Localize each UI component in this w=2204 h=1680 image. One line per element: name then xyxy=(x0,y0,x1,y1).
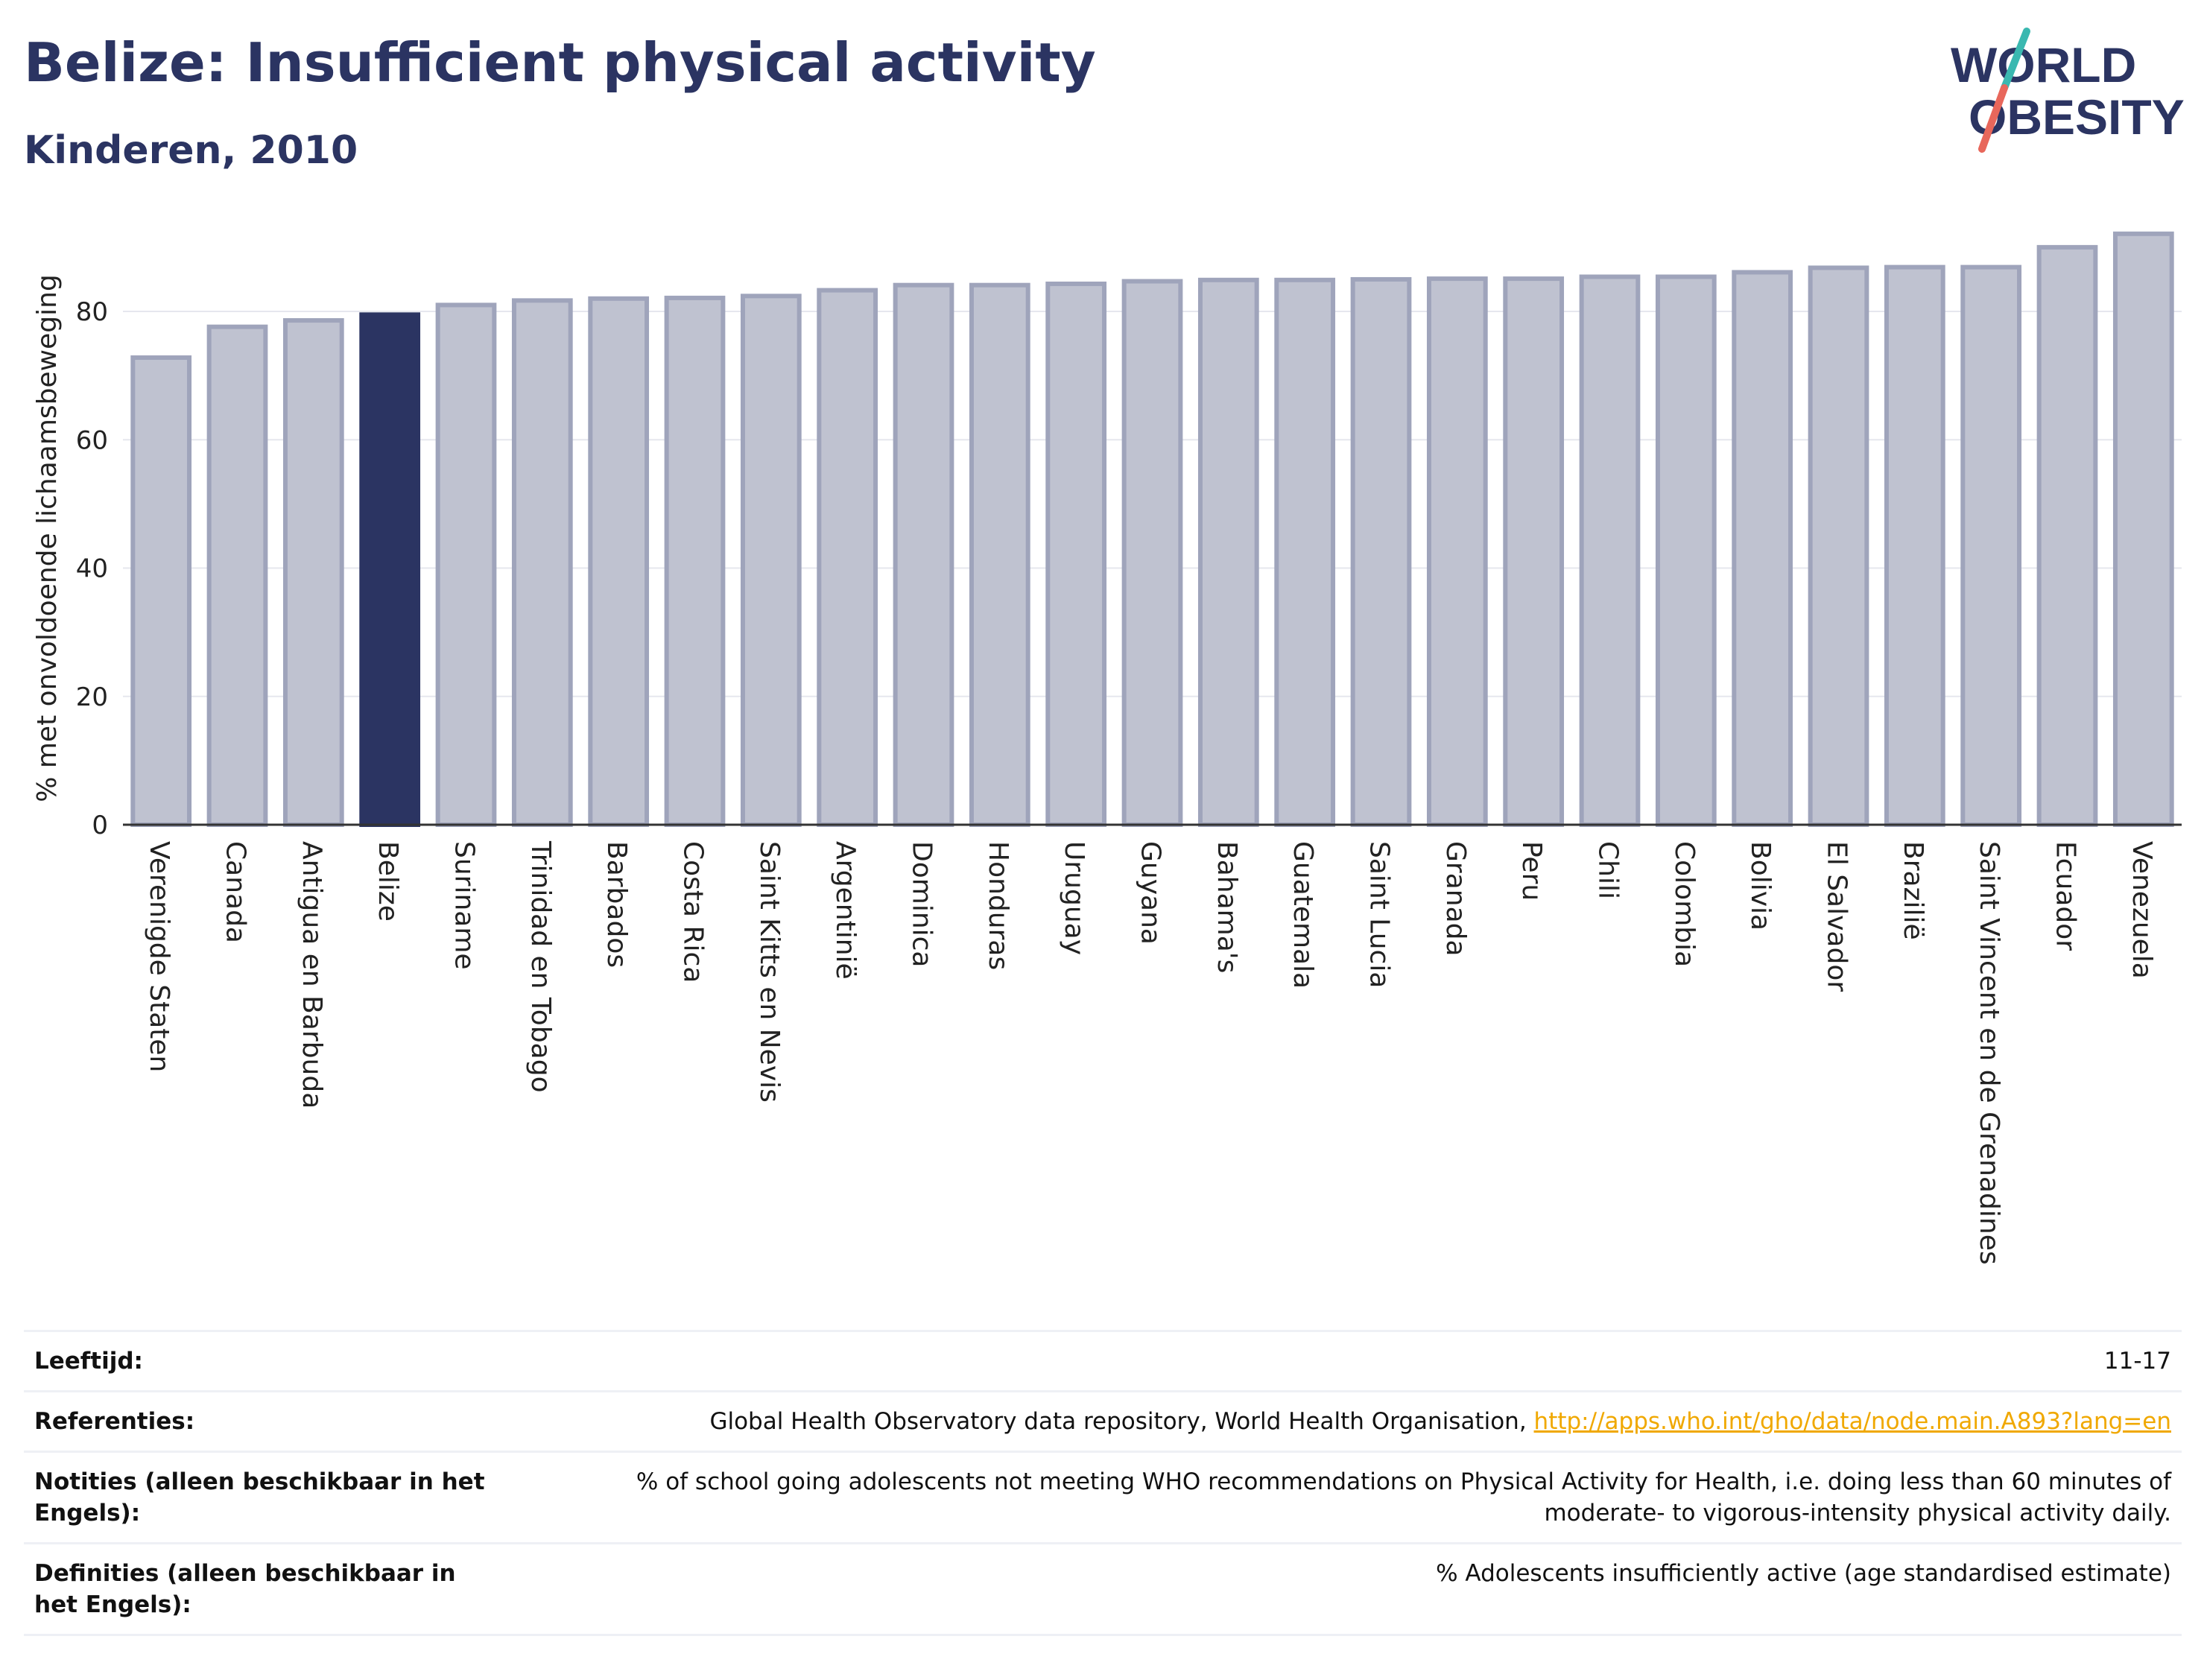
bar xyxy=(1197,277,1259,827)
x-tick-label: Suriname xyxy=(449,841,480,970)
y-tick-label: 0 xyxy=(92,811,108,840)
bar xyxy=(1350,276,1412,827)
bar xyxy=(511,298,573,827)
y-tick-label: 80 xyxy=(76,297,108,327)
y-tick-label: 40 xyxy=(76,554,108,584)
x-tick-label: Argentinië xyxy=(830,841,861,980)
bar-chart: 0 20 40 60 80 % met onvoldoende lichaamsbeweg… xyxy=(32,231,2182,1265)
meta-value: % of school going adolescents not meetin… xyxy=(507,1451,2182,1544)
meta-row-age: Leeftijd: 11-17 xyxy=(24,1330,2182,1392)
meta-key: Leeftijd: xyxy=(24,1330,507,1392)
meta-row-notes: Notities (alleen beschikbaar in het Enge… xyxy=(24,1451,2182,1544)
bar xyxy=(1655,274,1717,827)
x-tick-label: Colombia xyxy=(1669,841,1700,967)
reference-text: Global Health Observatory data repositor… xyxy=(709,1408,1534,1435)
reference-link[interactable]: http://apps.who.int/gho/data/node.main.A… xyxy=(1533,1408,2171,1435)
y-tick-label: 60 xyxy=(76,425,108,455)
y-tick-label: 20 xyxy=(76,682,108,712)
bar xyxy=(1121,279,1183,828)
meta-value: 11-17 xyxy=(507,1330,2182,1392)
bar-highlight xyxy=(359,312,421,827)
meta-row-definitions: Definities (alleen beschikbaar in het En… xyxy=(24,1542,2182,1636)
logo-line1: WORLD xyxy=(1951,37,2136,92)
bar xyxy=(282,318,344,827)
x-tick-label: Brazilië xyxy=(1898,841,1928,940)
meta-value: Global Health Observatory data repositor… xyxy=(507,1390,2182,1452)
meta-key: Notities (alleen beschikbaar in het Enge… xyxy=(24,1451,507,1544)
x-tick-label: Canada xyxy=(221,841,251,943)
x-tick-label: Guatemala xyxy=(1288,841,1318,989)
x-tick-label: Granada xyxy=(1440,841,1471,957)
chart-title: Belize: Insufficient physical activity xyxy=(24,31,1096,94)
chart-subtitle: Kinderen, 2010 xyxy=(24,128,358,173)
bar xyxy=(1503,276,1565,828)
x-tick-label: Trinidad en Tobago xyxy=(525,840,556,1093)
x-tick-label: Guyana xyxy=(1136,841,1166,945)
bar xyxy=(206,324,268,828)
bar xyxy=(969,282,1030,828)
x-tick-label: Costa Rica xyxy=(678,841,709,983)
logo-line2: OBESITY xyxy=(1969,89,2185,145)
bar xyxy=(893,282,954,828)
x-tick-label: Verenigde Staten xyxy=(144,841,174,1072)
bar xyxy=(817,288,878,828)
bar xyxy=(1045,281,1107,827)
bar xyxy=(1274,277,1336,827)
meta-row-references: Referenties: Global Health Observatory d… xyxy=(24,1390,2182,1452)
x-tick-label: Saint Lucia xyxy=(1364,841,1395,988)
meta-key: Definities (alleen beschikbaar in het En… xyxy=(24,1542,507,1636)
x-tick-label: Honduras xyxy=(983,841,1013,970)
bar xyxy=(1960,264,2022,828)
x-tick-label: Barbados xyxy=(601,841,632,968)
x-tick-label: Bolivia xyxy=(1745,841,1776,931)
x-tick-label: Saint Vincent en de Grenadines xyxy=(1974,841,2004,1265)
bar xyxy=(664,295,726,827)
bar xyxy=(588,296,650,827)
x-tick-label: Dominica xyxy=(907,841,937,968)
world-obesity-logo[interactable]: WORLD OBESITY xyxy=(1937,22,2191,156)
x-tick-label: El Salvador xyxy=(1822,841,1852,992)
bar xyxy=(435,302,497,827)
x-tick-label: Saint Kitts en Nevis xyxy=(754,841,785,1103)
bar xyxy=(1808,265,1869,827)
bar xyxy=(130,355,192,827)
x-tick-label: Ecuador xyxy=(2051,841,2081,951)
x-tick-label: Antigua en Barbuda xyxy=(297,841,327,1109)
x-tick-label: Chili xyxy=(1593,841,1624,899)
meta-key: Referenties: xyxy=(24,1390,507,1452)
meta-value: % Adolescents insufficiently active (age… xyxy=(507,1542,2182,1636)
bar xyxy=(2112,231,2174,827)
x-tick-label: Uruguay xyxy=(1059,841,1089,955)
bar xyxy=(1884,264,1945,828)
y-axis-label: % met onvoldoende lichaamsbeweging xyxy=(32,274,63,802)
x-tick-label: Venezuela xyxy=(2127,841,2157,979)
bar xyxy=(1579,274,1641,827)
x-tick-label: Bahama's xyxy=(1212,841,1242,973)
bar xyxy=(740,294,802,827)
x-tick-label: Belize xyxy=(373,841,403,922)
metadata-table: Leeftijd: 11-17 Referenties: Global Heal… xyxy=(24,1330,2182,1636)
bar xyxy=(1426,276,1488,828)
bar xyxy=(1732,270,1793,828)
x-tick-label: Peru xyxy=(1516,841,1547,901)
bar xyxy=(2036,244,2098,827)
